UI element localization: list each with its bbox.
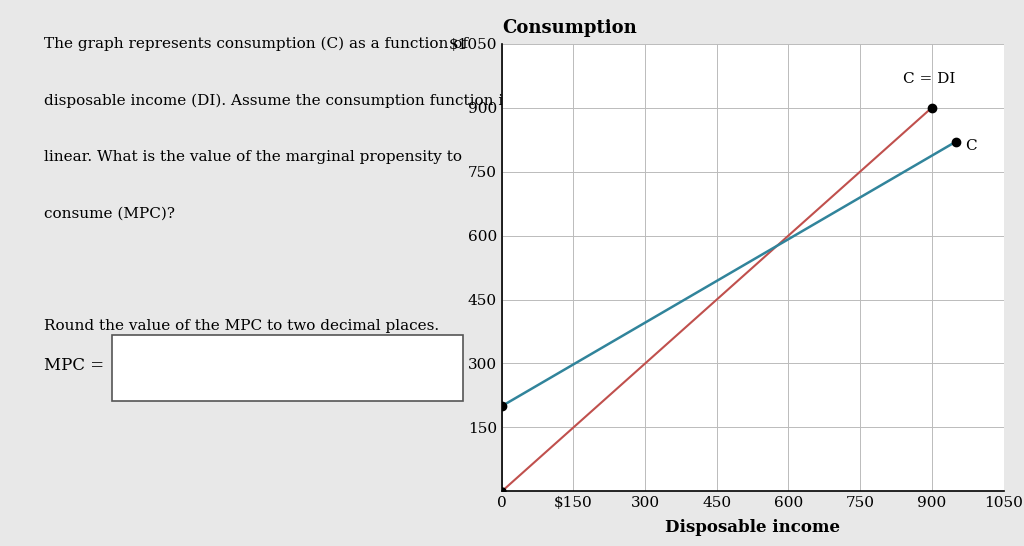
Text: consume (MPC)?: consume (MPC)? [44,206,175,220]
Text: Consumption: Consumption [502,19,637,37]
Text: MPC =: MPC = [44,357,104,374]
FancyBboxPatch shape [112,335,463,401]
Text: disposable income (DI). Assume the consumption function is: disposable income (DI). Assume the consu… [44,93,511,108]
Text: linear. What is the value of the marginal propensity to: linear. What is the value of the margina… [44,150,462,164]
Text: The graph represents consumption (C) as a function of: The graph represents consumption (C) as … [44,37,468,51]
X-axis label: Disposable income: Disposable income [666,519,840,536]
Text: C = DI: C = DI [903,72,955,86]
Text: C: C [966,139,977,153]
Text: Round the value of the MPC to two decimal places.: Round the value of the MPC to two decima… [44,319,439,333]
